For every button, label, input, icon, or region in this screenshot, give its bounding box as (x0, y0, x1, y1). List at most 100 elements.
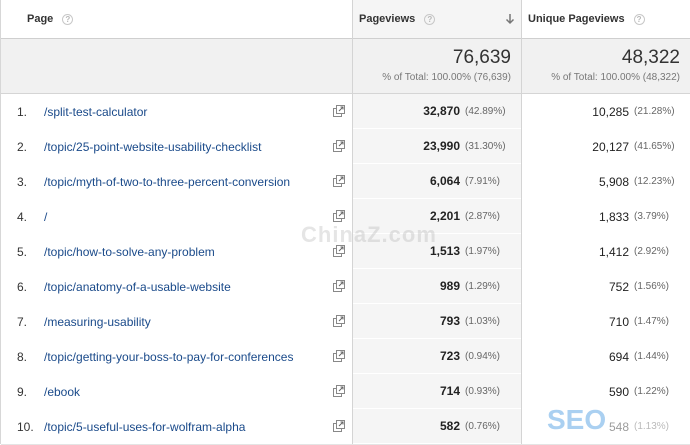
watermark-badge-text: SEO (547, 404, 607, 435)
open-external-icon[interactable] (333, 245, 345, 257)
unique-pageviews-value: 710 (608, 314, 629, 329)
pageviews-total: 76,639 % of Total: 100.00% (76,639) (353, 39, 521, 93)
pageviews-total-value: 76,639 (452, 47, 511, 68)
pageviews-value: 989 (439, 279, 460, 293)
unique-pageviews-cell: 590 (1.22%) (522, 374, 690, 409)
pageviews-percent: (1.97%) (465, 245, 501, 257)
table-row[interactable]: 2. /topic/25-point-website-usability-che… (1, 129, 690, 165)
unique-pageviews-value: 694 (608, 349, 629, 364)
unique-pageviews-percent: (21.28%) (634, 106, 675, 117)
pageviews-percent: (1.29%) (465, 280, 501, 292)
help-icon[interactable]: ? (424, 13, 436, 25)
page-link[interactable]: /topic/myth-of-two-to-three-percent-conv… (44, 174, 291, 189)
column-header-page-label: Page (27, 13, 54, 25)
pageviews-percent: (0.93%) (465, 385, 501, 397)
table-row[interactable]: 6. /topic/anatomy-of-a-usable-website 98… (1, 269, 690, 305)
pageviews-cell: 32,870 (42.89%) (353, 94, 521, 128)
unique-pageviews-percent: (12.23%) (634, 176, 675, 187)
open-external-icon[interactable] (333, 350, 345, 362)
column-divider (521, 0, 522, 444)
page-link[interactable]: / (44, 209, 48, 224)
totals-row: 76,639 % of Total: 100.00% (76,639) 48,3… (1, 39, 690, 94)
column-header-pageviews[interactable]: Pageviews ? (353, 0, 521, 38)
open-external-icon[interactable] (333, 210, 345, 222)
page-link[interactable]: /topic/anatomy-of-a-usable-website (44, 279, 231, 294)
pageviews-value: 723 (439, 349, 460, 363)
unique-pageviews-percent: (1.22%) (634, 386, 670, 397)
page-link[interactable]: /split-test-calculator (44, 104, 148, 119)
open-external-icon[interactable] (333, 420, 345, 432)
open-external-icon[interactable] (333, 385, 345, 397)
pageviews-value: 793 (439, 314, 460, 328)
pageviews-percent: (0.76%) (465, 420, 501, 432)
open-external-icon[interactable] (333, 105, 345, 117)
table-row[interactable]: 7. /measuring-usability 793 (1.03%) 710 … (1, 304, 690, 340)
row-index: 7. (17, 314, 28, 329)
pageviews-value: 714 (439, 384, 460, 398)
unique-pageviews-cell: 1,833 (3.79%) (522, 199, 690, 234)
row-index: 4. (17, 209, 28, 224)
unique-pageviews-value: 590 (608, 384, 629, 399)
pageviews-cell: 2,201 (2.87%) (353, 199, 521, 233)
row-index: 5. (17, 244, 28, 259)
unique-pageviews-total-percent: % of Total: 100.00% (48,322) (551, 72, 680, 83)
pageviews-cell: 714 (0.93%) (353, 374, 521, 408)
table-row[interactable]: 4. / 2,201 (2.87%) 1,833 (3.79%) (1, 199, 690, 235)
row-index: 2. (17, 139, 28, 154)
pageviews-cell: 582 (0.76%) (353, 409, 521, 443)
page-link[interactable]: /topic/25-point-website-usability-checkl… (44, 139, 262, 154)
pageviews-cell: 793 (1.03%) (353, 304, 521, 338)
unique-pageviews-percent: (3.79%) (634, 211, 670, 222)
column-header-page[interactable]: Page ? (27, 0, 347, 38)
unique-pageviews-value: 1,833 (598, 209, 629, 224)
row-index: 10. (17, 419, 34, 434)
row-index: 3. (17, 174, 28, 189)
help-icon[interactable]: ? (633, 13, 645, 25)
page-link[interactable]: /topic/getting-your-boss-to-pay-for-conf… (44, 349, 294, 364)
open-external-icon[interactable] (333, 280, 345, 292)
pageviews-cell: 23,990 (31.30%) (353, 129, 521, 163)
unique-pageviews-percent: (1.47%) (634, 316, 670, 327)
open-external-icon[interactable] (333, 175, 345, 187)
page-link[interactable]: /topic/how-to-solve-any-problem (44, 244, 215, 259)
page-link[interactable]: /topic/5-useful-uses-for-wolfram-alpha (44, 419, 246, 434)
open-external-icon[interactable] (333, 140, 345, 152)
unique-pageviews-cell: 752 (1.56%) (522, 269, 690, 304)
table-row[interactable]: 5. /topic/how-to-solve-any-problem 1,513… (1, 234, 690, 270)
pageviews-percent: (0.94%) (465, 350, 501, 362)
pageviews-percent: (2.87%) (465, 210, 501, 222)
page-link[interactable]: /measuring-usability (44, 314, 151, 329)
unique-pageviews-cell: 1,412 (2.92%) (522, 234, 690, 269)
column-header-pageviews-label: Pageviews (359, 13, 416, 25)
unique-pageviews-cell: 694 (1.44%) (522, 339, 690, 374)
pageviews-value: 6,064 (429, 174, 460, 188)
page-link[interactable]: /ebook (44, 384, 81, 399)
watermark-text: ChinaZ.com (301, 222, 437, 247)
unique-pageviews-percent: (1.44%) (634, 351, 670, 362)
row-index: 8. (17, 349, 28, 364)
pageviews-cell: 6,064 (7.91%) (353, 164, 521, 198)
column-divider (352, 0, 353, 444)
unique-pageviews-cell: 5,908 (12.23%) (522, 164, 690, 199)
pageviews-value: 582 (439, 419, 460, 433)
open-external-icon[interactable] (333, 315, 345, 327)
unique-pageviews-cell: 710 (1.47%) (522, 304, 690, 339)
unique-pageviews-percent: (1.56%) (634, 281, 670, 292)
pageviews-value: 1,513 (429, 244, 460, 258)
unique-pageviews-value: 10,285 (592, 104, 629, 119)
table-row[interactable]: 1. /split-test-calculator 32,870 (42.89%… (1, 94, 690, 130)
column-header-unique-pageviews-label: Unique Pageviews (528, 13, 625, 25)
unique-pageviews-total: 48,322 % of Total: 100.00% (48,322) (522, 39, 690, 93)
unique-pageviews-percent: (41.65%) (634, 141, 675, 152)
unique-pageviews-value: 752 (608, 279, 629, 294)
pageviews-total-percent: % of Total: 100.00% (76,639) (382, 72, 511, 83)
pageviews-cell: 723 (0.94%) (353, 339, 521, 373)
table-row[interactable]: 3. /topic/myth-of-two-to-three-percent-c… (1, 164, 690, 200)
table-row[interactable]: 8. /topic/getting-your-boss-to-pay-for-c… (1, 339, 690, 375)
sort-descending-icon[interactable] (505, 13, 515, 25)
pageviews-value: 23,990 (423, 139, 460, 153)
column-header-unique-pageviews[interactable]: Unique Pageviews ? (522, 0, 690, 38)
help-icon[interactable]: ? (62, 13, 74, 25)
pageviews-percent: (7.91%) (465, 175, 501, 187)
